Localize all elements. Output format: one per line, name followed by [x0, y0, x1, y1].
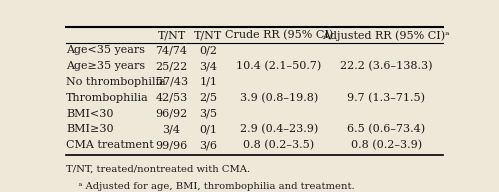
Text: T/NT: T/NT — [158, 30, 186, 41]
Text: 2.9 (0.4–23.9): 2.9 (0.4–23.9) — [240, 124, 318, 135]
Text: No thrombophilia: No thrombophilia — [66, 77, 166, 87]
Text: Thrombophilia: Thrombophilia — [66, 93, 149, 103]
Text: 3/4: 3/4 — [163, 124, 181, 134]
Text: 3/6: 3/6 — [200, 140, 218, 150]
Text: ᵃ Adjusted for age, BMI, thrombophilia and treatment.: ᵃ Adjusted for age, BMI, thrombophilia a… — [66, 182, 355, 191]
Text: 74/74: 74/74 — [156, 45, 188, 55]
Text: 99/96: 99/96 — [156, 140, 188, 150]
Text: 6.5 (0.6–73.4): 6.5 (0.6–73.4) — [347, 124, 425, 135]
Text: 0.8 (0.2–3.9): 0.8 (0.2–3.9) — [351, 140, 422, 151]
Text: Age<35 years: Age<35 years — [66, 45, 145, 55]
Text: 42/53: 42/53 — [156, 93, 188, 103]
Text: 3.9 (0.8–19.8): 3.9 (0.8–19.8) — [240, 93, 318, 103]
Text: BMI≥30: BMI≥30 — [66, 124, 114, 134]
Text: 0/2: 0/2 — [200, 45, 218, 55]
Text: T/NT, treated/nontreated with CMA.: T/NT, treated/nontreated with CMA. — [66, 165, 250, 174]
Text: BMI<30: BMI<30 — [66, 109, 114, 119]
Text: 96/92: 96/92 — [156, 109, 188, 119]
Text: T/NT: T/NT — [194, 30, 223, 41]
Text: 1/1: 1/1 — [200, 77, 218, 87]
Text: 9.7 (1.3–71.5): 9.7 (1.3–71.5) — [347, 93, 425, 103]
Text: 3/5: 3/5 — [200, 109, 218, 119]
Text: 2/5: 2/5 — [200, 93, 218, 103]
Text: CMA treatment: CMA treatment — [66, 140, 154, 150]
Text: 10.4 (2.1–50.7): 10.4 (2.1–50.7) — [237, 61, 321, 71]
Text: 0/1: 0/1 — [200, 124, 218, 134]
Text: Crude RR (95% CI): Crude RR (95% CI) — [225, 30, 333, 41]
Text: 57/43: 57/43 — [156, 77, 188, 87]
Text: Adjusted RR (95% CI)ᵃ: Adjusted RR (95% CI)ᵃ — [322, 30, 450, 41]
Text: 0.8 (0.2–3.5): 0.8 (0.2–3.5) — [244, 140, 314, 151]
Text: Age≥35 years: Age≥35 years — [66, 61, 145, 71]
Text: 22.2 (3.6–138.3): 22.2 (3.6–138.3) — [340, 61, 433, 71]
Text: 3/4: 3/4 — [200, 61, 218, 71]
Text: 25/22: 25/22 — [156, 61, 188, 71]
